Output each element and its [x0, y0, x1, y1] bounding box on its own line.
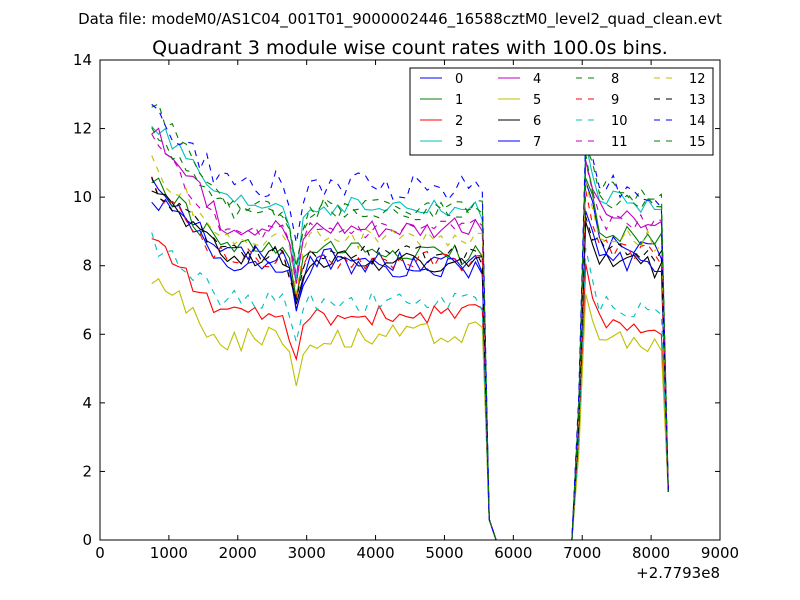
x-tick-label: 8000: [632, 544, 670, 562]
legend-label-7: 7: [533, 135, 541, 150]
x-tick-label: 2000: [219, 544, 257, 562]
x-tick-label: 5000: [425, 544, 463, 562]
series-line-6: [151, 190, 669, 541]
series-layer: [151, 103, 669, 541]
series-line-8: [151, 103, 669, 541]
legend-label-3: 3: [455, 135, 463, 150]
y-tick-label: 14: [73, 51, 92, 69]
series-line-13: [151, 176, 669, 541]
x-tick-label: 4000: [356, 544, 394, 562]
series-line-2: [151, 238, 669, 541]
y-tick-label: 0: [82, 531, 92, 549]
series-line-14: [151, 103, 669, 541]
chart-suptitle: Data file: modeM0/AS1C04_001T01_90000024…: [78, 10, 722, 29]
legend-label-4: 4: [533, 72, 541, 87]
y-tick-label: 10: [73, 188, 92, 206]
legend-label-13: 13: [689, 93, 706, 108]
y-tick-label: 4: [82, 394, 92, 412]
legend-label-14: 14: [689, 114, 706, 129]
legend-label-0: 0: [455, 72, 463, 87]
legend-label-12: 12: [689, 72, 706, 87]
chart-title: Quadrant 3 module wise count rates with …: [152, 37, 668, 59]
legend-label-5: 5: [533, 93, 541, 108]
legend-label-11: 11: [611, 135, 628, 150]
y-tick-label: 6: [82, 325, 92, 343]
series-line-12: [151, 155, 669, 541]
tick-layer: 0 1000 2000 3000 4000 5000 6000 7000 8000 9000 0 2 4…: [73, 51, 739, 562]
x-tick-label: 3000: [288, 544, 326, 562]
legend-label-6: 6: [533, 114, 541, 129]
legend-label-1: 1: [455, 93, 463, 108]
x-tick-label: 0: [95, 544, 105, 562]
x-tick-label: 9000: [701, 544, 739, 562]
x-tick-label: 6000: [494, 544, 532, 562]
y-tick-label: 8: [82, 257, 92, 275]
plot-frame: [99, 59, 721, 541]
x-tick-label: 1000: [150, 544, 188, 562]
y-tick-label: 2: [82, 462, 92, 480]
x-tick-label: 7000: [563, 544, 601, 562]
series-line-5: [151, 277, 669, 541]
series-line-7: [151, 198, 669, 541]
series-line-10: [151, 232, 669, 541]
legend-label-2: 2: [455, 114, 463, 129]
legend-label-15: 15: [689, 135, 706, 150]
legend-label-10: 10: [611, 114, 628, 129]
legend-label-8: 8: [611, 72, 619, 87]
legend-box: [409, 67, 714, 156]
series-line-15: [151, 127, 669, 541]
series-line-9: [151, 176, 669, 541]
y-tick-label: 12: [73, 120, 92, 138]
legend-label-9: 9: [611, 93, 619, 108]
x-offset-label: +2.7793e8: [636, 564, 720, 582]
